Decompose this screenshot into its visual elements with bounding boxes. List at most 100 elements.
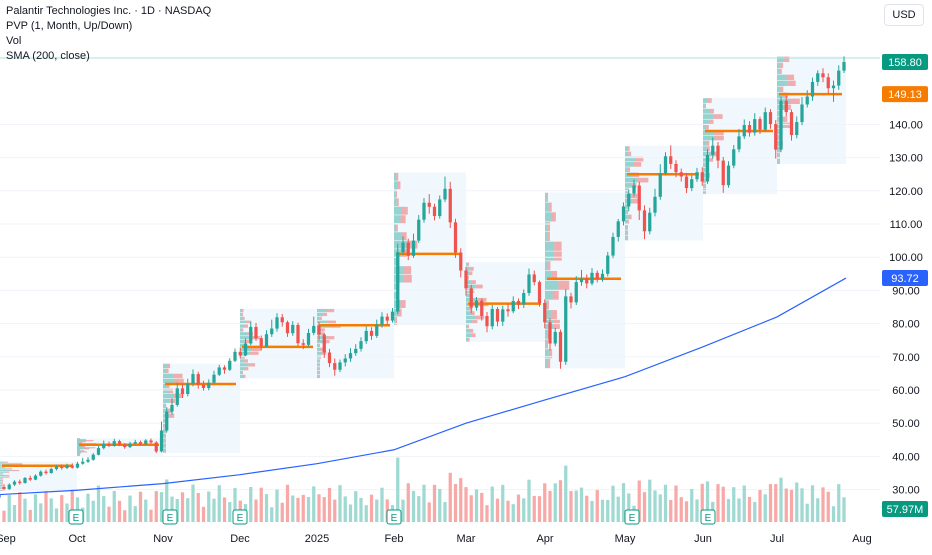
profile-bar-down: [552, 290, 559, 300]
indicator-pvp[interactable]: PVP (1, Month, Up/Down): [6, 20, 133, 32]
volume-bar: [821, 487, 825, 522]
earnings-box: [386, 509, 402, 525]
candle-body: [207, 382, 211, 389]
profile-bar-up: [777, 68, 780, 75]
candle-body: [33, 475, 38, 480]
candle-body: [627, 193, 631, 207]
candle-body: [285, 322, 290, 334]
profile-bar-down: [326, 308, 335, 313]
profile-bar-down: [707, 98, 712, 103]
profile-bar-down: [713, 114, 723, 119]
volume-bar: [60, 495, 64, 522]
candle-body: [485, 315, 489, 327]
profile-bar-down: [396, 172, 399, 181]
volume-bar: [102, 496, 106, 522]
profile-bar-up: [394, 172, 397, 181]
profile-bar-up: [0, 471, 6, 473]
earnings-icon[interactable]: E: [68, 509, 84, 525]
profile-area: [545, 192, 625, 369]
profile-bar-down: [400, 300, 406, 308]
volume-bar: [28, 509, 32, 522]
profile-bar-down: [548, 202, 552, 212]
profile-bar-up: [703, 162, 705, 168]
volume-bar: [763, 494, 767, 522]
profile-bar-down: [471, 280, 476, 285]
candle-body: [742, 125, 746, 137]
volume-bar: [65, 503, 69, 522]
x-tick-label: Dec: [230, 533, 250, 545]
profile-bar-up: [240, 343, 244, 348]
candle-body: [616, 221, 620, 237]
earnings-icon[interactable]: E: [232, 509, 248, 525]
profile-bar-up: [163, 408, 168, 413]
candle-body: [648, 212, 652, 232]
profile-bar-down: [704, 162, 706, 168]
profile-bar-down: [784, 122, 791, 128]
symbol-title[interactable]: Palantir Technologies Inc. · 1D · NASDAQ: [6, 5, 212, 17]
candle-body: [159, 430, 164, 452]
profile-bar-up: [163, 443, 165, 448]
profile-bar-down: [1, 478, 3, 480]
profile-bar-down: [711, 151, 719, 157]
profile-bar-up: [545, 349, 549, 359]
candle-body: [774, 124, 778, 150]
profile-bar-down: [320, 347, 324, 351]
volume-bar: [810, 485, 815, 522]
profile-bar-up: [163, 388, 169, 394]
chart-legend: Palantir Technologies Inc. · 1D · NASDAQ…: [6, 4, 211, 64]
profile-bar-up: [0, 474, 6, 477]
earnings-icon[interactable]: E: [162, 509, 178, 525]
profile-bar-up: [77, 440, 87, 442]
volume-bar: [721, 486, 725, 522]
profile-bar-up: [545, 329, 548, 339]
profile-bar-up: [163, 393, 175, 398]
profile-bar-up: [0, 481, 2, 483]
profile-bar-up: [394, 240, 407, 249]
volume-bar: [642, 492, 647, 522]
profile-bar-up: [77, 452, 80, 454]
volume-bar: [159, 492, 164, 522]
profile-bar-up: [394, 257, 398, 266]
volume-bar: [18, 492, 22, 522]
candle-body: [369, 330, 374, 336]
candle-body: [543, 303, 547, 323]
volume-bar: [228, 502, 232, 522]
candle-body: [737, 136, 741, 150]
currency-button[interactable]: USD: [884, 4, 924, 26]
profile-bar-down: [403, 274, 412, 283]
volume-bar: [506, 500, 510, 522]
volume-bar: [543, 483, 547, 522]
profile-bar-down: [471, 333, 476, 338]
volume-bar: [322, 497, 326, 522]
earnings-icon[interactable]: E: [700, 509, 716, 525]
candle-body: [301, 343, 305, 345]
profile-bar-down: [401, 206, 408, 215]
profile-bar-up: [466, 306, 470, 311]
volume-bar: [275, 489, 279, 522]
indicator-sma[interactable]: SMA (200, close): [6, 50, 90, 62]
profile-bar-up: [240, 324, 245, 328]
candle-body: [453, 222, 458, 253]
profile-bar-down: [628, 214, 632, 220]
profile-bar-up: [777, 152, 779, 158]
indicator-vol[interactable]: Vol: [6, 35, 22, 47]
profile-bar-up: [240, 308, 242, 313]
earnings-icon[interactable]: E: [624, 509, 640, 525]
volume-bar: [359, 497, 363, 522]
candle-body: [18, 481, 22, 483]
profile-bar-up: [163, 383, 167, 389]
profile-bar-up: [466, 280, 472, 285]
volume-bar: [180, 492, 185, 522]
volume-bar: [621, 483, 626, 522]
candle-body: [306, 332, 311, 345]
profile-bar-up: [703, 119, 709, 125]
candle-body: [291, 324, 295, 334]
profile-bar-down: [628, 151, 632, 157]
profile-bar-up: [545, 222, 548, 232]
earnings-icon[interactable]: E: [386, 509, 402, 525]
volume-bar: [375, 499, 379, 522]
candle-body: [674, 163, 678, 173]
